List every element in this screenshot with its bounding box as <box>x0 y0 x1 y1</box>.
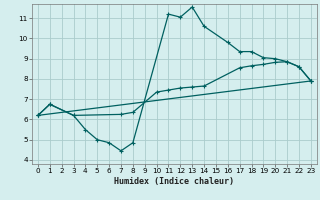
X-axis label: Humidex (Indice chaleur): Humidex (Indice chaleur) <box>115 177 234 186</box>
